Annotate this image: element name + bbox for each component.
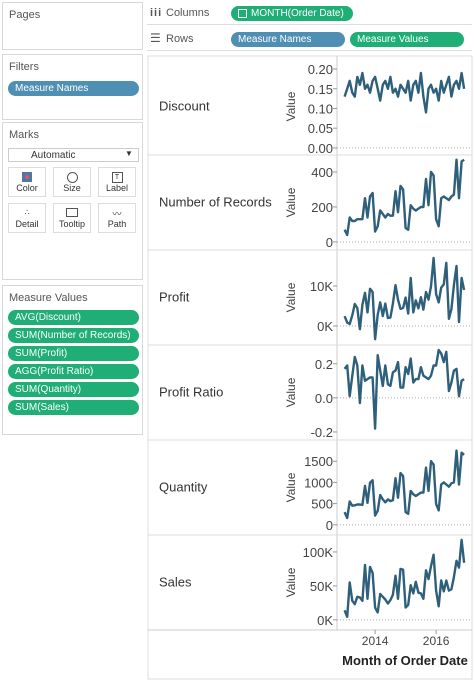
y-tick-label: 0.0 [315, 391, 333, 406]
y-tick-label: 50K [310, 579, 333, 594]
x-tick-label: 2016 [423, 634, 450, 648]
y-tick-label: 0.2 [315, 357, 333, 372]
dropdown-arrow: ▼ [125, 149, 133, 158]
detail-button[interactable]: ∴ Detail [8, 203, 46, 233]
columns-pill[interactable]: MONTH(Order Date) [231, 6, 353, 21]
path-button[interactable]: 〰 Path [98, 203, 136, 233]
measure-pill[interactable]: SUM(Sales) [8, 400, 139, 415]
row-label: Sales [159, 575, 192, 590]
y-tick-label: 100K [303, 545, 334, 560]
filters-title: Filters [9, 61, 39, 73]
series-line [343, 348, 465, 430]
chart-frame [147, 55, 473, 680]
y-tick-label: -0.2 [311, 425, 333, 440]
color-button[interactable]: Color [8, 167, 46, 197]
measure-values-card: Measure Values AVG(Discount) SUM(Number o… [2, 285, 143, 435]
y-tick-label: 0 [326, 518, 333, 533]
row-label: Profit [159, 290, 190, 305]
marks-title: Marks [9, 129, 39, 141]
measure-pill[interactable]: AGG(Profit Ratio) [8, 364, 139, 379]
label-button[interactable]: T Label [98, 167, 136, 197]
series-line [343, 449, 465, 520]
y-tick-label: 0K [317, 319, 333, 334]
y-tick-label: 10K [310, 279, 333, 294]
y-axis-title: Value [284, 567, 298, 597]
mark-type-dropdown[interactable]: Automatic [8, 148, 139, 162]
filters-card: Filters Measure Names [2, 54, 143, 120]
series-line [343, 256, 466, 341]
y-axis-title: Value [284, 377, 298, 407]
columns-label: Columns [166, 7, 210, 19]
rows-pill[interactable]: Measure Names [231, 32, 345, 47]
button-label: Path [107, 219, 127, 229]
rows-label: Rows [166, 33, 194, 45]
rows-pill[interactable]: Measure Values [350, 32, 464, 47]
y-axis-title: Value [284, 187, 298, 217]
row-label: Quantity [159, 480, 208, 495]
rows-shelf: ☰ Rows Measure Names Measure Values [147, 28, 472, 51]
button-label: Label [105, 183, 129, 193]
y-tick-label: 500 [311, 497, 333, 512]
pages-title: Pages [9, 9, 41, 21]
y-tick-label: 0.00 [308, 141, 333, 156]
series-line [343, 71, 466, 114]
marks-card: Marks Automatic ▼ Color Size T Label ∴ Det… [2, 122, 143, 280]
tooltip-button[interactable]: Tooltip [53, 203, 91, 233]
y-tick-label: 0.20 [308, 62, 333, 77]
date-icon [238, 9, 247, 18]
series-line [343, 538, 466, 618]
button-label: Detail [15, 219, 39, 229]
row-label: Profit Ratio [159, 385, 223, 400]
y-axis-title: Value [284, 472, 298, 502]
measure-pill[interactable]: SUM(Quantity) [8, 382, 139, 397]
button-label: Size [63, 183, 81, 193]
columns-shelf: iii Columns MONTH(Order Date) [147, 2, 472, 25]
y-axis-title: Value [284, 91, 298, 121]
button-label: Color [16, 183, 38, 193]
series-line [343, 158, 465, 237]
y-tick-label: 200 [311, 200, 333, 215]
chart: Month of Order Date 2014 2016 Discount Valu… [147, 55, 473, 680]
x-tick-label: 2014 [362, 634, 389, 648]
y-tick-label: 1500 [304, 454, 333, 469]
y-tick-label: 400 [311, 165, 333, 180]
y-tick-label: 1000 [304, 475, 333, 490]
rows-icon: ☰ [150, 31, 161, 45]
size-button[interactable]: Size [53, 167, 91, 197]
measure-pill[interactable]: AVG(Discount) [8, 310, 139, 325]
row-label: Discount [159, 99, 210, 114]
y-tick-label: 0 [326, 235, 333, 250]
x-axis-title: Month of Order Date [342, 653, 468, 668]
row-label: Number of Records [159, 195, 272, 210]
y-tick-label: 0.10 [308, 101, 333, 116]
measure-values-title: Measure Values [9, 292, 88, 304]
filter-pill[interactable]: Measure Names [8, 81, 139, 96]
measure-pill[interactable]: SUM(Number of Records) [8, 328, 139, 343]
y-axis-title: Value [284, 282, 298, 312]
pages-card: Pages [2, 2, 143, 50]
y-tick-label: 0K [317, 613, 333, 628]
columns-icon: iii [150, 7, 163, 19]
y-tick-label: 0.15 [308, 82, 333, 97]
button-label: Tooltip [58, 219, 85, 229]
measure-pill[interactable]: SUM(Profit) [8, 346, 139, 361]
y-tick-label: 0.05 [308, 121, 333, 136]
